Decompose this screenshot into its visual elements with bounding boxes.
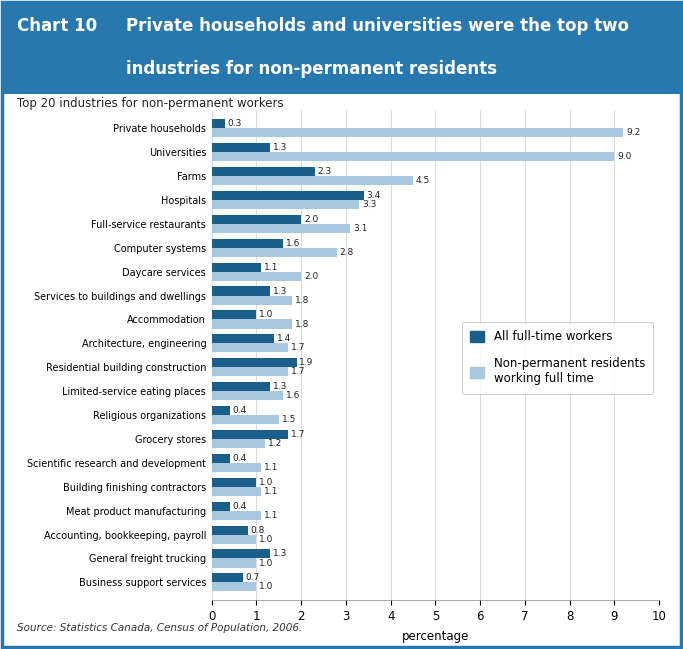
Text: 1.3: 1.3 — [273, 286, 287, 295]
Text: 0.3: 0.3 — [228, 119, 242, 129]
Text: 0.4: 0.4 — [232, 502, 247, 511]
Bar — [212, 358, 296, 367]
Bar — [212, 550, 270, 559]
Bar — [212, 454, 229, 463]
Text: 1.8: 1.8 — [295, 295, 309, 304]
Text: 1.3: 1.3 — [273, 550, 287, 558]
Text: 1.1: 1.1 — [264, 511, 278, 520]
Bar — [212, 367, 288, 376]
Text: 1.0: 1.0 — [259, 478, 273, 487]
Text: 3.1: 3.1 — [353, 224, 367, 233]
Text: 1.2: 1.2 — [268, 439, 282, 448]
Bar — [212, 215, 301, 224]
Text: 3.3: 3.3 — [362, 200, 376, 209]
Bar — [212, 439, 266, 448]
Text: 9.0: 9.0 — [617, 153, 631, 161]
Text: 3.4: 3.4 — [367, 191, 380, 200]
Text: 1.0: 1.0 — [259, 582, 273, 591]
Text: 9.2: 9.2 — [626, 129, 640, 138]
Bar — [212, 478, 257, 487]
Bar — [212, 487, 261, 496]
Text: 1.6: 1.6 — [286, 391, 301, 400]
X-axis label: percentage: percentage — [402, 630, 469, 643]
Bar — [212, 143, 270, 152]
Text: 1.7: 1.7 — [290, 430, 305, 439]
Bar — [212, 430, 288, 439]
Text: 1.7: 1.7 — [290, 367, 305, 376]
Bar — [212, 343, 288, 352]
Bar — [212, 263, 261, 272]
Bar — [212, 224, 350, 233]
Text: 0.7: 0.7 — [246, 573, 260, 582]
Text: 1.4: 1.4 — [277, 334, 291, 343]
Bar — [212, 463, 261, 472]
Bar — [212, 573, 243, 582]
Bar — [212, 272, 301, 281]
Bar — [212, 406, 229, 415]
Bar — [212, 391, 283, 400]
Bar — [212, 286, 270, 295]
Bar — [212, 176, 413, 185]
Text: Chart 10: Chart 10 — [17, 17, 97, 35]
Bar — [212, 239, 283, 248]
Text: 1.0: 1.0 — [259, 310, 273, 319]
Bar — [212, 191, 364, 200]
Text: 0.4: 0.4 — [232, 406, 247, 415]
Text: 1.9: 1.9 — [299, 358, 313, 367]
Bar — [212, 526, 247, 535]
Text: 1.1: 1.1 — [264, 463, 278, 472]
Text: industries for non-permanent residents: industries for non-permanent residents — [126, 60, 497, 79]
Bar — [212, 502, 229, 511]
Text: 0.4: 0.4 — [232, 454, 247, 463]
Bar — [212, 129, 624, 138]
Bar — [212, 295, 292, 304]
Text: 2.0: 2.0 — [304, 272, 318, 281]
Text: 1.5: 1.5 — [281, 415, 296, 424]
Bar — [212, 334, 275, 343]
Bar — [212, 382, 270, 391]
Text: 2.8: 2.8 — [339, 248, 354, 257]
Text: Top 20 industries for non-permanent workers: Top 20 industries for non-permanent work… — [17, 97, 283, 110]
Bar — [212, 535, 257, 544]
Text: 1.1: 1.1 — [264, 263, 278, 272]
Text: 2.3: 2.3 — [318, 167, 331, 176]
Bar — [212, 167, 315, 176]
Bar — [212, 152, 615, 161]
Text: 1.0: 1.0 — [259, 535, 273, 544]
Bar — [212, 119, 225, 129]
Bar — [212, 415, 279, 424]
Text: 2.0: 2.0 — [304, 215, 318, 224]
Bar — [212, 319, 292, 328]
Text: 1.1: 1.1 — [264, 487, 278, 496]
Text: 1.0: 1.0 — [259, 559, 273, 567]
Text: Private households and universities were the top two: Private households and universities were… — [126, 17, 629, 35]
Text: 1.8: 1.8 — [295, 319, 309, 328]
Text: 1.3: 1.3 — [273, 382, 287, 391]
Text: Source: Statistics Canada, Census of Population, 2006.: Source: Statistics Canada, Census of Pop… — [17, 623, 303, 633]
Text: 0.8: 0.8 — [250, 526, 264, 535]
Text: 1.7: 1.7 — [290, 343, 305, 352]
Bar — [212, 248, 337, 257]
Bar — [212, 511, 261, 520]
Bar — [212, 200, 359, 209]
Text: 1.6: 1.6 — [286, 239, 301, 248]
Bar — [212, 310, 257, 319]
Bar — [212, 582, 257, 591]
Legend: All full-time workers, Non-permanent residents
working full time: All full-time workers, Non-permanent res… — [462, 322, 653, 394]
Text: 4.5: 4.5 — [416, 176, 430, 185]
Bar — [212, 559, 257, 568]
Text: 1.3: 1.3 — [273, 143, 287, 152]
